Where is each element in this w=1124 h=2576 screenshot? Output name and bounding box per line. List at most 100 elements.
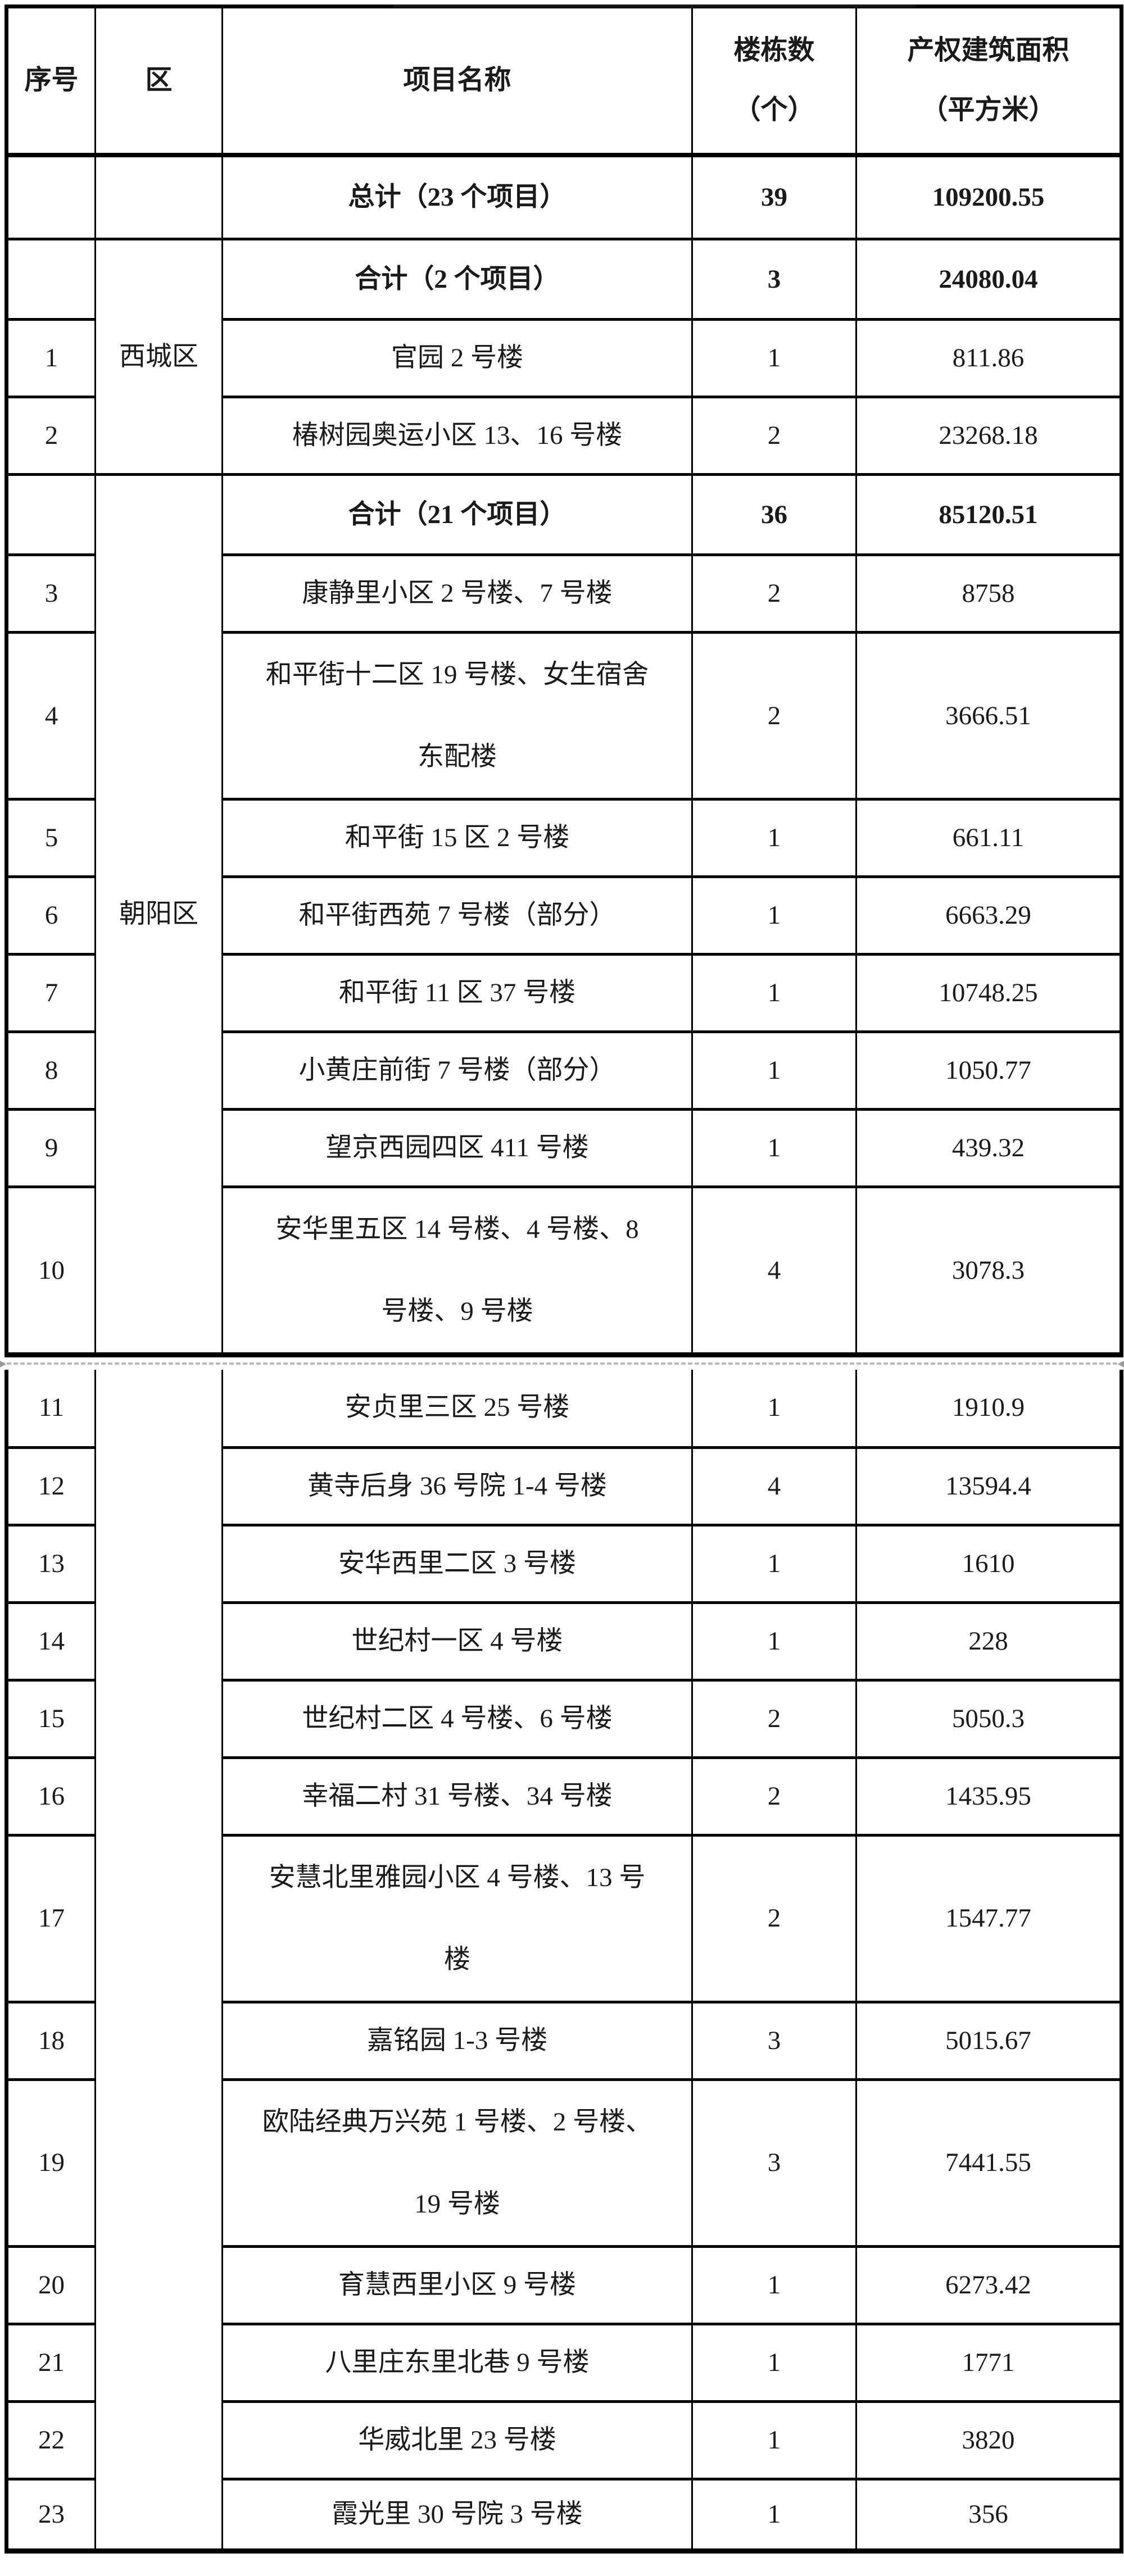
grand-total-row: 总计（23 个项目） 39 109200.55 <box>6 153 1122 240</box>
header-buildings-line1: 楼栋数 <box>733 35 815 66</box>
header-buildings: 楼栋数 （个） <box>691 5 857 157</box>
area-cell: 228 <box>855 1601 1122 1682</box>
serial-cell: 12 <box>6 1446 96 1526</box>
project-cell: 八里庄东里北巷 9 号楼 <box>221 2322 693 2403</box>
area-cell: 5015.67 <box>855 2000 1122 2081</box>
table-row: 6 和平街西苑 7 号楼（部分） 1 6663.29 <box>6 875 1122 956</box>
project-cell: 世纪村二区 4 号楼、6 号楼 <box>221 1678 693 1759</box>
district-cell-chaoyang: 朝阳区 <box>94 473 223 1356</box>
buildings-cell: 1 <box>691 798 857 878</box>
table-row: 21 八里庄东里北巷 9 号楼 1 1771 <box>6 2322 1122 2403</box>
area-cell: 6663.29 <box>855 875 1122 956</box>
page-break-divider <box>0 1361 1124 1367</box>
table-row: 10 安华里五区 14 号楼、4 号楼、8 号楼、9 号楼 4 3078.3 <box>6 1185 1122 1356</box>
serial-cell-empty <box>6 238 96 321</box>
project-cell: 和平街 15 区 2 号楼 <box>221 798 693 878</box>
projects-table-page2: 11 安贞里三区 25 号楼 1 1910.9 12 黄寺后身 36 号院 1-… <box>4 1370 1123 2554</box>
serial-cell: 23 <box>6 2477 96 2552</box>
area-cell: 5050.3 <box>855 1678 1122 1759</box>
table-row: 8 小黄庄前街 7 号楼（部分） 1 1050.77 <box>6 1030 1122 1111</box>
buildings-cell: 1 <box>691 318 857 398</box>
header-project: 项目名称 <box>221 5 693 157</box>
project-cell: 小黄庄前街 7 号楼（部分） <box>221 1030 693 1111</box>
grand-total-buildings: 39 <box>691 153 857 240</box>
serial-cell: 8 <box>6 1030 96 1111</box>
serial-cell: 16 <box>6 1756 96 1837</box>
table-row: 5 和平街 15 区 2 号楼 1 661.11 <box>6 798 1122 878</box>
project-line: 东配楼 <box>418 742 497 771</box>
buildings-cell: 4 <box>691 1185 857 1356</box>
serial-cell: 18 <box>6 2000 96 2081</box>
subtotal-buildings: 36 <box>691 473 857 556</box>
table-row: 7 和平街 11 区 37 号楼 1 10748.25 <box>6 953 1122 1033</box>
project-cell: 嘉铭园 1-3 号楼 <box>221 2000 693 2081</box>
header-row: 序号 区 项目名称 楼栋数 （个） 产权建筑面积 （平方米） <box>6 5 1122 157</box>
serial-cell: 1 <box>6 318 96 398</box>
buildings-cell: 1 <box>691 2322 857 2403</box>
serial-cell: 5 <box>6 798 96 878</box>
area-cell: 1910.9 <box>855 1370 1122 1449</box>
project-cell: 和平街西苑 7 号楼（部分） <box>221 875 693 956</box>
project-cell: 欧陆经典万兴苑 1 号楼、2 号楼、 19 号楼 <box>221 2078 693 2248</box>
header-area-line2: （平方米） <box>921 95 1056 125</box>
serial-cell: 14 <box>6 1601 96 1682</box>
subtotal-area: 85120.51 <box>855 473 1122 556</box>
project-cell: 育慧西里小区 9 号楼 <box>221 2245 693 2325</box>
project-line: 和平街十二区 19 号楼、女生宿舍 <box>265 660 649 689</box>
area-cell: 661.11 <box>855 798 1122 878</box>
buildings-cell: 1 <box>691 953 857 1033</box>
table-row: 19 欧陆经典万兴苑 1 号楼、2 号楼、 19 号楼 3 7441.55 <box>6 2078 1122 2248</box>
area-cell: 3666.51 <box>855 631 1122 801</box>
area-cell: 13594.4 <box>855 1446 1122 1526</box>
area-cell: 8758 <box>855 553 1122 634</box>
project-cell: 华威北里 23 号楼 <box>221 2400 693 2480</box>
serial-cell: 22 <box>6 2400 96 2480</box>
project-line: 安慧北里雅园小区 4 号楼、13 号 <box>269 1862 646 1892</box>
table-row: 23 霞光里 30 号院 3 号楼 1 356 <box>6 2477 1122 2552</box>
subtotal-area: 24080.04 <box>855 238 1122 321</box>
project-line: 号楼、9 号楼 <box>381 1297 533 1326</box>
grand-total-label: 总计（23 个项目） <box>221 153 693 240</box>
header-district: 区 <box>94 5 223 157</box>
table-row: 17 安慧北里雅园小区 4 号楼、13 号 楼 2 1547.77 <box>6 1833 1122 2003</box>
area-cell: 10748.25 <box>855 953 1122 1033</box>
serial-cell: 19 <box>6 2078 96 2248</box>
subtotal-row-xicheng: 西城区 合计（2 个项目） 3 24080.04 <box>6 238 1122 476</box>
project-cell: 椿树园奥运小区 13、16 号楼 <box>221 396 693 476</box>
table-row: 13 安华西里二区 3 号楼 1 1610 <box>6 1523 1122 1604</box>
serial-cell: 2 <box>6 396 96 476</box>
area-cell: 1771 <box>855 2322 1122 2403</box>
header-serial: 序号 <box>6 5 96 157</box>
serial-cell: 6 <box>6 875 96 956</box>
area-cell: 1050.77 <box>855 1030 1122 1111</box>
serial-cell: 4 <box>6 631 96 801</box>
buildings-cell: 1 <box>691 2245 857 2325</box>
table-row: 9 望京西园四区 411 号楼 1 439.32 <box>6 1108 1122 1188</box>
area-cell: 356 <box>855 2477 1122 2552</box>
area-cell: 3078.3 <box>855 1185 1122 1356</box>
table-row: 22 华威北里 23 号楼 1 3820 <box>6 2400 1122 2480</box>
buildings-cell: 1 <box>691 875 857 956</box>
serial-cell: 13 <box>6 1523 96 1604</box>
table-row: 3 康静里小区 2 号楼、7 号楼 2 8758 <box>6 553 1122 634</box>
project-cell: 世纪村一区 4 号楼 <box>221 1601 693 1682</box>
serial-cell: 3 <box>6 553 96 634</box>
area-cell: 23268.18 <box>855 396 1122 476</box>
area-cell: 1610 <box>855 1523 1122 1604</box>
buildings-cell: 1 <box>691 1523 857 1604</box>
header-area: 产权建筑面积 （平方米） <box>855 5 1122 157</box>
serial-cell: 10 <box>6 1185 96 1356</box>
district-cell-empty <box>94 1370 223 2552</box>
serial-cell: 11 <box>6 1370 96 1449</box>
serial-cell: 15 <box>6 1678 96 1759</box>
table-row: 12 黄寺后身 36 号院 1-4 号楼 4 13594.4 <box>6 1446 1122 1526</box>
header-buildings-line2: （个） <box>733 95 815 125</box>
serial-cell-empty <box>6 473 96 556</box>
buildings-cell: 3 <box>691 2000 857 2081</box>
project-line: 欧陆经典万兴苑 1 号楼、2 号楼、 <box>262 2107 652 2137</box>
buildings-cell: 3 <box>691 2078 857 2248</box>
project-cell: 霞光里 30 号院 3 号楼 <box>221 2477 693 2552</box>
table-row: 2 椿树园奥运小区 13、16 号楼 2 23268.18 <box>6 396 1122 476</box>
project-cell: 安慧北里雅园小区 4 号楼、13 号 楼 <box>221 1833 693 2003</box>
serial-cell: 7 <box>6 953 96 1033</box>
